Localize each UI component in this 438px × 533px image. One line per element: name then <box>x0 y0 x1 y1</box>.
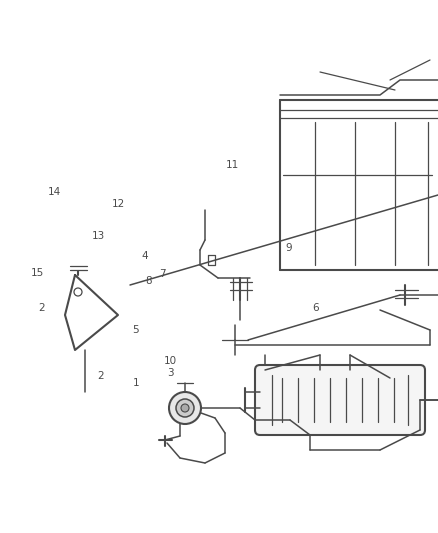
Circle shape <box>169 392 201 424</box>
Text: 6: 6 <box>312 303 319 312</box>
Text: 14: 14 <box>48 187 61 197</box>
Text: 4: 4 <box>141 251 148 261</box>
FancyBboxPatch shape <box>255 365 425 435</box>
Text: 12: 12 <box>112 199 125 208</box>
Text: 9: 9 <box>286 243 293 253</box>
Text: 3: 3 <box>167 368 174 378</box>
Circle shape <box>176 399 194 417</box>
Circle shape <box>74 288 82 296</box>
Text: 5: 5 <box>132 326 139 335</box>
Text: 15: 15 <box>31 269 44 278</box>
Text: 2: 2 <box>97 371 104 381</box>
Text: 8: 8 <box>145 277 152 286</box>
Text: 11: 11 <box>226 160 239 170</box>
Text: 1: 1 <box>132 378 139 387</box>
Text: 13: 13 <box>92 231 105 240</box>
Text: 2: 2 <box>38 303 45 313</box>
Circle shape <box>181 404 189 412</box>
Text: 10: 10 <box>164 357 177 366</box>
Text: 7: 7 <box>159 270 166 279</box>
